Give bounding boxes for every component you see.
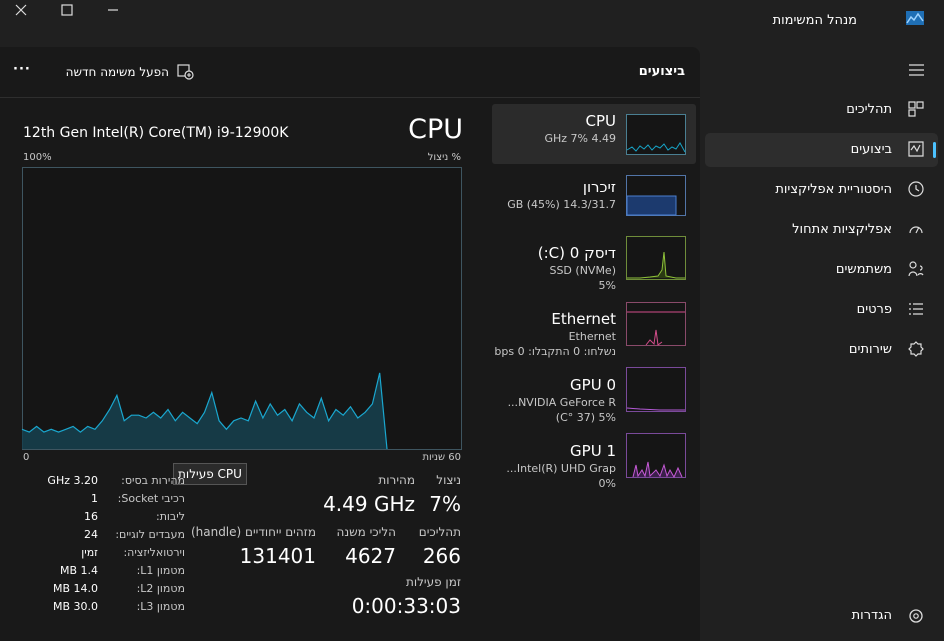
device-detail: Intel(R) UHD Grap... — [506, 462, 616, 475]
stat-label: הליכי משנה — [336, 525, 396, 539]
thumb-disk — [626, 236, 686, 280]
stat-label: תהליכים — [418, 525, 461, 539]
device-detail: נשלחו: 0 התקבלו: 0 bps — [494, 345, 616, 358]
nav-item[interactable]: פרטים — [856, 302, 892, 317]
device-name: Ethernet — [551, 310, 616, 328]
device-detail: 4.49 GHz 7% — [544, 132, 616, 145]
nav-icon — [908, 341, 924, 357]
spec-value: 14.0 MB — [52, 582, 98, 595]
graph-max-label: 100% — [23, 152, 52, 163]
device-name: GPU 1 — [570, 442, 616, 460]
nav-icon — [908, 181, 924, 197]
stat-label: מהירות — [378, 473, 415, 487]
graph-frame — [22, 167, 462, 450]
device-name: זיכרון — [582, 178, 616, 196]
cpu-heading: CPU — [408, 114, 463, 145]
device-detail: 0% — [598, 477, 616, 490]
nav-item[interactable]: ביצועים — [850, 142, 892, 157]
graph-x-min: 0 — [23, 452, 30, 463]
settings-icon[interactable] — [908, 608, 924, 624]
stat-value: 266 — [422, 544, 461, 568]
nav-item[interactable]: היסטוריית אפליקציות — [775, 182, 892, 197]
app-icon — [906, 11, 924, 25]
spec-value: 3.20 GHz — [47, 474, 98, 487]
spec-label: מהירות בסיס: — [121, 474, 185, 487]
tooltip: CPU פעילות — [173, 463, 247, 485]
run-task-button[interactable]: הפעל משימה חדשה — [65, 65, 169, 79]
device-detail: 5% (37 °C) — [555, 411, 616, 424]
spec-value: 30.0 MB — [52, 600, 98, 613]
spec-label: ליבות: — [155, 510, 185, 523]
nav-settings[interactable]: הגדרות — [851, 608, 892, 623]
more-button[interactable]: ··· — [13, 62, 31, 77]
device-name: CPU — [585, 112, 617, 130]
run-task-icon[interactable] — [177, 64, 194, 80]
cpu-area — [22, 372, 387, 449]
device-name: GPU 0 — [570, 376, 616, 394]
page-title: ביצועים — [638, 64, 685, 79]
device-detail: NVIDIA GeForce R... — [507, 396, 616, 409]
thumb-cpu — [626, 114, 686, 155]
nav-icon — [908, 101, 924, 117]
spec-value: 24 — [84, 528, 98, 541]
window-title: מנהל המשימות — [772, 13, 857, 28]
stat-value: 131401 — [239, 544, 316, 568]
stat-value: 4627 — [345, 544, 396, 568]
graph-y-label: % ניצול — [427, 152, 461, 163]
nav-selected — [705, 133, 938, 167]
thumb-memory — [626, 175, 686, 216]
spec-label: מטמון L2: — [136, 582, 185, 595]
device-detail: 5% — [598, 279, 616, 292]
close-button[interactable] — [15, 4, 27, 16]
device-name: דיסק 0 (C:) — [537, 244, 616, 262]
cpu-model: 12th Gen Intel(R) Core(TM) i9-12900K — [23, 125, 289, 141]
nav-item[interactable]: תהליכים — [846, 102, 892, 117]
thumb-gpu1 — [626, 433, 686, 479]
nav-item[interactable]: משתמשים — [835, 262, 892, 277]
nav-indicator — [933, 142, 936, 158]
nav-icon — [909, 226, 923, 234]
spec-value: 1 — [91, 492, 98, 505]
window-controls[interactable] — [10, 2, 130, 22]
stat-label: זמן פעילות — [405, 575, 461, 589]
divider — [0, 97, 700, 98]
device-detail: 14.3/31.7 GB (45%) — [507, 198, 616, 211]
cpu-line — [21, 372, 388, 450]
stat-label: מזהים ייחודיים (handle) — [190, 525, 316, 539]
stat-value: 0:00:33:03 — [351, 594, 461, 618]
stat-value: 4.49 GHz — [323, 492, 415, 516]
device-detail: Ethernet — [568, 330, 616, 343]
spec-label: רכיבי Socket: — [117, 492, 185, 505]
nav-icon — [908, 141, 924, 157]
graph-x-max: 60 שניות — [422, 452, 461, 463]
spec-label: מטמון L1: — [136, 564, 185, 577]
stat-label: ניצול — [436, 473, 461, 487]
maximize-button[interactable] — [61, 4, 73, 16]
spec-label: וירטואליזציה: — [123, 546, 185, 559]
nav-item[interactable]: שירותים — [848, 342, 892, 357]
spec-value: 16 — [84, 510, 98, 523]
spec-label: מטמון L3: — [136, 600, 185, 613]
nav-icon — [908, 261, 924, 277]
nav-item[interactable]: אפליקציות אתחול — [792, 222, 892, 237]
hamburger-menu[interactable] — [909, 64, 925, 76]
device-detail: SSD (NVMe) — [549, 264, 616, 277]
nav-icon — [909, 303, 923, 315]
thumb-gpu0 — [626, 367, 686, 412]
spec-value: 1.4 MB — [59, 564, 98, 577]
thumb-ethernet — [626, 302, 686, 346]
spec-label: מעבדים לוגיים: — [115, 528, 185, 541]
stat-value: 7% — [429, 492, 461, 516]
spec-value: זמין — [81, 546, 98, 559]
